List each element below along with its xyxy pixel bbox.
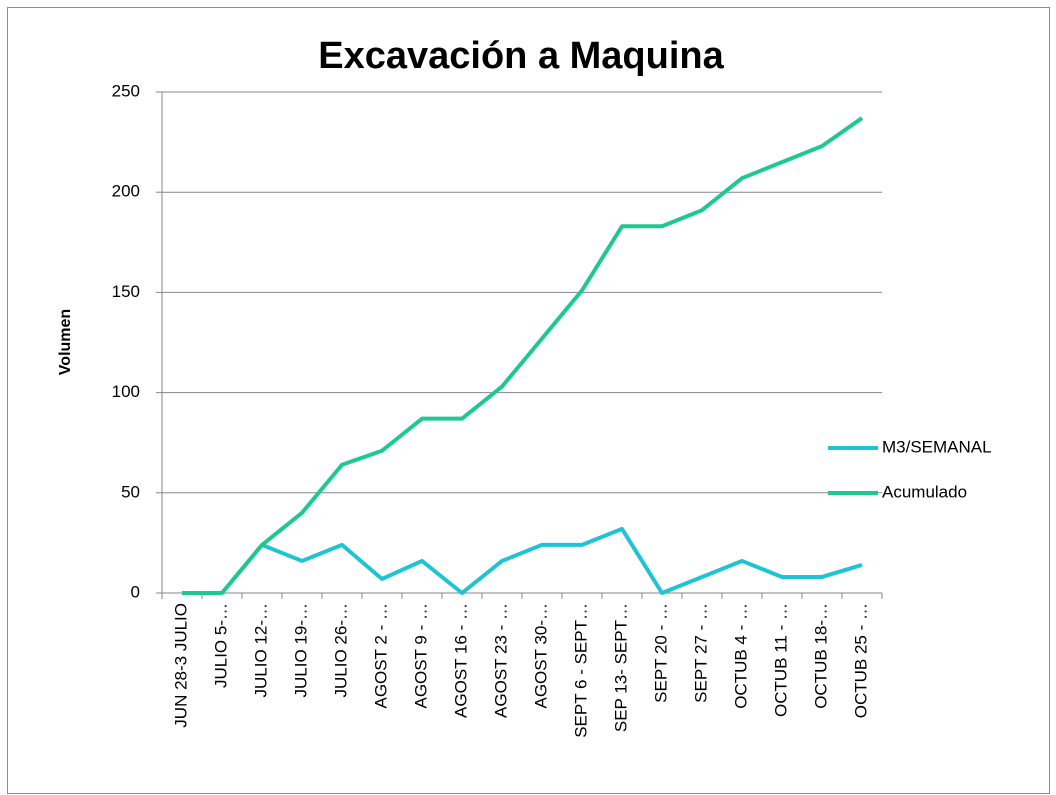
x-tick-label: AGOST 9 - … (411, 603, 430, 709)
x-tick-label: JULIO 5-… (211, 603, 230, 688)
x-tick-label: OCTUB 25 - … (851, 603, 870, 718)
x-tick-label: SEPT 6 - SEPT… (571, 603, 590, 738)
x-tick-label: JULIO 12-… (251, 603, 270, 697)
x-tick-label: JULIO 19-… (291, 603, 310, 697)
y-tick-label: 150 (112, 282, 140, 301)
x-tick-label: OCTUB 11 - … (771, 603, 790, 717)
x-tick-label: AGOST 2 - … (371, 603, 390, 709)
x-tick-label: SEPT 27 - … (691, 603, 710, 703)
y-tick-label: 250 (112, 81, 140, 100)
chart-title: Excavación a Maquina (318, 35, 724, 77)
x-tick-label: SEP 13- SEPT… (611, 603, 630, 732)
y-axis-label: Volumen (57, 309, 74, 375)
series-line (182, 526, 863, 595)
chart-frame (7, 7, 1050, 794)
legend-label: Acumulado (882, 482, 967, 501)
x-tick-label: AGOST 23 - … (491, 603, 510, 718)
y-tick-label: 100 (112, 382, 140, 401)
y-tick-label: 50 (121, 482, 140, 501)
x-tick-label: SEPT 20 - … (651, 603, 670, 703)
x-tick-label: AGOST 16 - … (451, 603, 470, 718)
x-tick-label: OCTUB 18-… (811, 603, 830, 709)
series-line (182, 116, 864, 595)
legend-label: M3/SEMANAL (882, 437, 992, 456)
x-tick-label: JUN 28-3 JULIO (171, 603, 190, 728)
x-tick-label: OCTUB 4 - … (731, 603, 750, 709)
x-tick-label: JULIO 26-… (331, 603, 350, 697)
y-tick-label: 200 (112, 182, 140, 201)
y-tick-label: 0 (131, 582, 140, 601)
x-tick-label: AGOST 30-… (531, 603, 550, 709)
